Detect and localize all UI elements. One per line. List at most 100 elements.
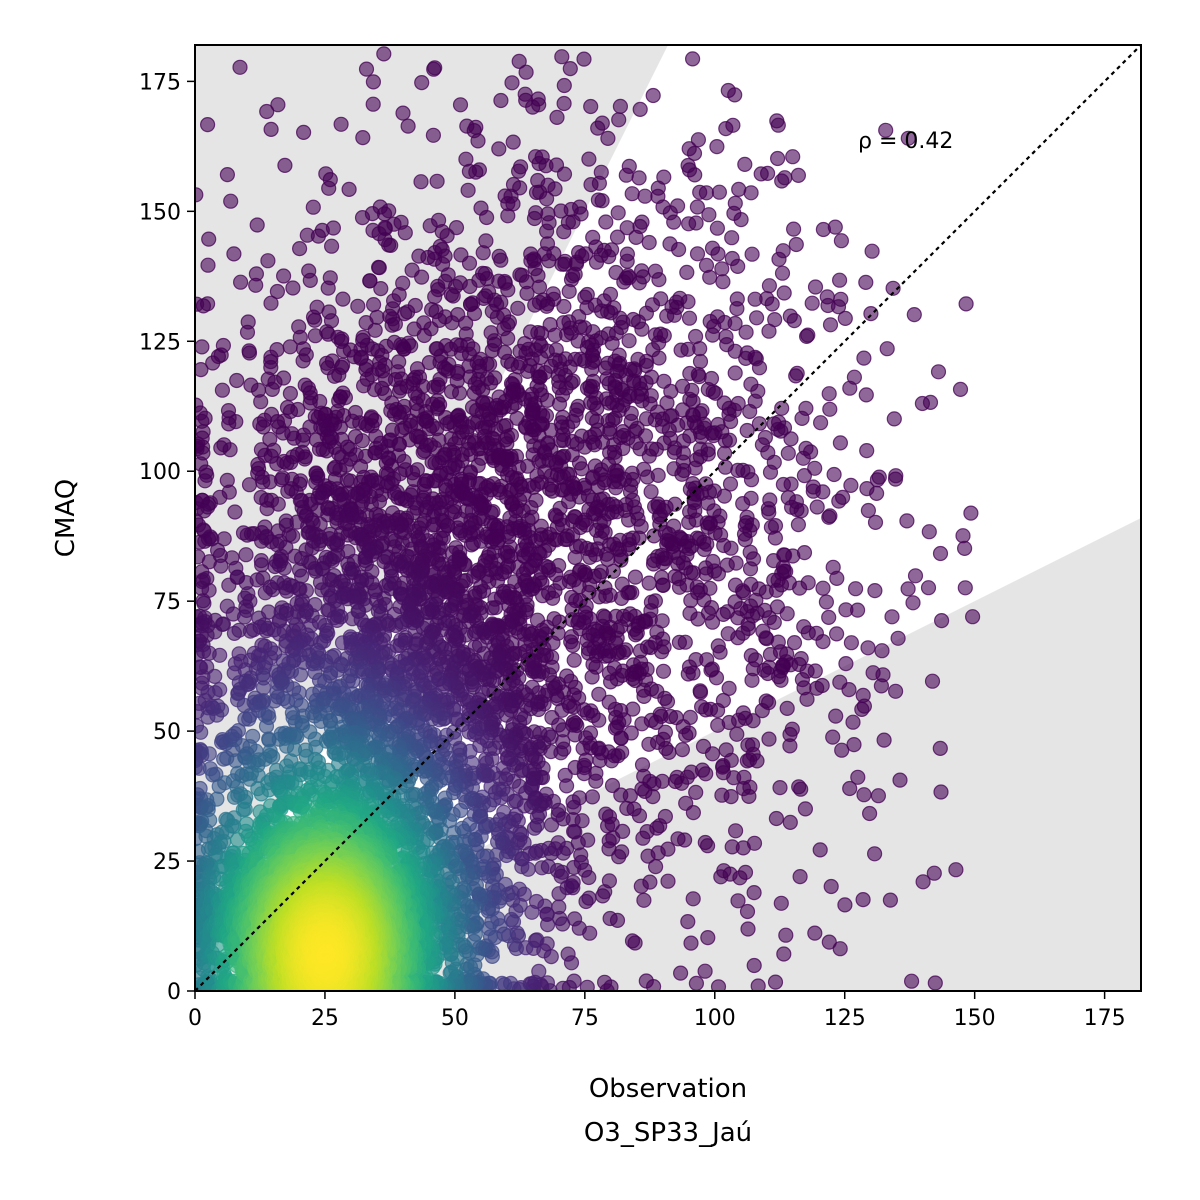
scatter-point [689,246,706,262]
scatter-point [821,509,837,525]
scatter-point [307,312,323,328]
scatter-point [704,240,721,256]
scatter-point [619,253,635,269]
scatter-point [588,254,605,270]
scatter-point [783,431,799,447]
scatter-point [292,241,308,257]
scatter-point [744,246,760,262]
scatter-point [397,225,413,241]
scatter-point [604,777,621,794]
scatter-point [651,272,667,288]
scatter-point [576,51,592,67]
scatter-point [207,624,223,640]
scatter-point [832,435,849,451]
scatter-point [554,49,570,65]
scatter-point [541,253,557,269]
scatter-point [655,199,671,215]
scatter-point [797,801,814,817]
scatter-point [555,980,571,991]
scatter-point [685,891,701,907]
scatter-point [884,609,900,625]
scatter-point [742,403,758,420]
scatter-point [870,788,887,804]
scatter-point [538,223,555,239]
scatter-point [796,619,812,635]
scatter-point [730,893,746,909]
scatter-point [601,841,617,857]
scatter-point [257,585,273,601]
scatter-point [270,97,286,113]
scatter-point [798,328,815,344]
scatter-point [768,810,785,827]
scatter-point [254,557,270,573]
scatter-point [720,626,736,642]
scatter-point [678,795,694,811]
scatter-point [772,779,788,796]
scatter-point [710,717,726,733]
scatter-point [809,680,825,696]
scatter-point [253,394,269,410]
scatter-point [384,317,400,333]
scatter-point [822,317,839,333]
scatter-point [774,265,791,281]
scatter-point [223,193,239,209]
scatter-point [727,823,744,839]
scatter-point [493,252,509,268]
scatter-point [558,778,575,794]
scatter-point [212,681,228,698]
scatter-point [400,118,416,134]
scatter-point [838,655,854,672]
scatter-point [730,462,746,478]
scatter-point [579,380,596,396]
scatter-point [681,514,697,531]
scatter-point [445,288,461,304]
scatter-point [659,308,675,324]
scatter-point [209,791,225,807]
scatter-point [442,965,458,981]
scatter-point [790,516,807,533]
scatter-point [779,700,795,717]
scatter-point [564,612,580,628]
scatter-point [738,350,754,366]
scatter-point [858,274,874,290]
scatter-point [719,337,735,353]
scatter-point [531,155,547,172]
scatter-point [782,308,798,324]
scatter-point [724,839,740,855]
scatter-point [259,103,275,120]
scatter-point [221,577,237,593]
scatter-point [964,609,981,625]
scatter-point [229,372,245,389]
scatter-point [582,395,599,411]
scatter-point [195,339,210,355]
scatter-point [838,602,854,618]
scatter-point [807,460,823,476]
scatter-point [921,524,937,540]
scatter-point [504,75,520,91]
scatter-point [526,820,543,836]
scatter-point [782,814,798,831]
scatter-point [778,927,794,943]
scatter-point [818,594,835,610]
scatter-point [636,688,652,705]
scatter-point [709,139,725,155]
scatter-point [882,892,899,908]
scatter-point [846,736,862,753]
scatter-point [771,251,787,267]
scatter-point [673,342,689,358]
scatter-point [743,376,759,392]
scatter-point [692,353,709,370]
scatter-point [655,663,672,679]
scatter-point [714,787,730,803]
scatter-point [887,683,904,699]
scatter-point [842,380,858,396]
scatter-point [321,180,337,196]
scatter-point [859,443,875,459]
scatter-point [762,646,779,663]
scatter-point [619,800,635,817]
scatter-point [767,974,784,990]
scatter-point [200,257,216,273]
scatter-point [197,473,213,489]
scatter-point [567,549,583,566]
scatter-point [561,283,577,299]
